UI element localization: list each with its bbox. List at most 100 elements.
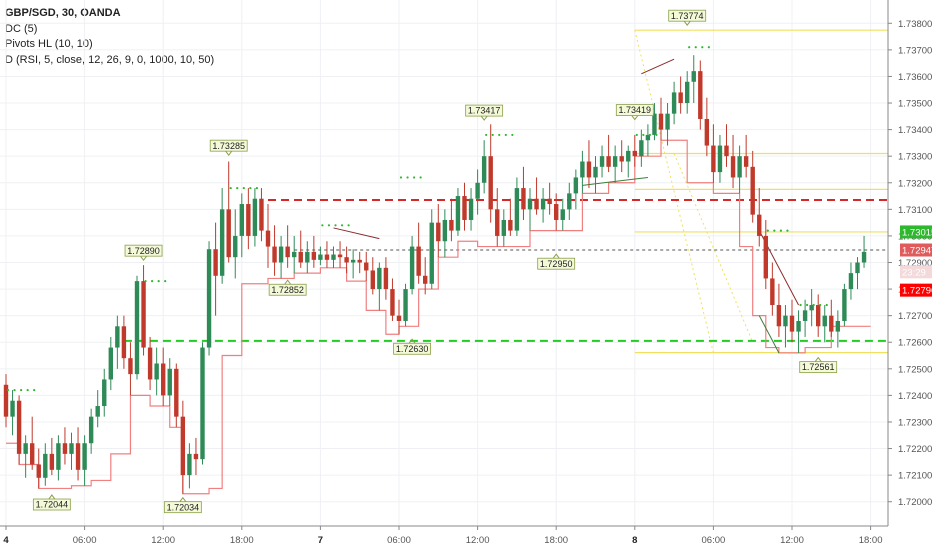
price-tag-box	[900, 283, 932, 297]
candle-down	[534, 198, 539, 210]
candle-down	[698, 71, 703, 119]
candle-up	[377, 267, 382, 290]
candle-up	[95, 406, 100, 417]
candle-down	[75, 443, 81, 470]
pivot-label-box	[465, 104, 504, 117]
time-tick-label: 06:00	[73, 535, 97, 546]
candle-down	[488, 156, 493, 210]
price-tick-label: 1.72200	[898, 444, 932, 455]
pivot-dot	[498, 133, 501, 137]
price-tag-label: 1.72947	[902, 246, 932, 257]
candle-down	[213, 249, 218, 276]
candle-down	[161, 363, 166, 396]
candle-up	[239, 204, 244, 236]
candle-down	[816, 305, 821, 327]
legend-symbol[interactable]: GBP/SGD, 30, OANDA	[5, 7, 121, 19]
candle-up	[691, 71, 696, 82]
pivot-label-box	[163, 501, 202, 514]
candle-up	[527, 198, 533, 210]
price-tag-box	[900, 265, 932, 279]
pivot-dot	[688, 46, 691, 49]
candle-down	[298, 251, 303, 263]
legend-pivots[interactable]: Pivots HL (10, 10)	[5, 38, 93, 50]
candle-down	[829, 315, 834, 332]
candle-up	[652, 113, 657, 135]
pivot-label-arrow	[48, 494, 56, 500]
candle-up	[134, 281, 140, 375]
candle-up	[292, 251, 297, 258]
candle-down	[658, 113, 664, 130]
candle-down	[174, 368, 179, 417]
pivot-dot	[157, 280, 160, 283]
candle-up	[56, 443, 61, 470]
pivot-dot	[255, 186, 258, 190]
pivot-label-box	[537, 257, 576, 270]
pivot-dot	[819, 303, 822, 307]
pivot-dot	[6, 388, 10, 392]
candle-up	[560, 209, 565, 220]
candle-down	[180, 416, 186, 476]
pivot-dot	[236, 186, 239, 190]
candle-down	[49, 453, 55, 470]
candle-up	[783, 315, 788, 327]
pivot-dot	[13, 388, 16, 392]
candle-down	[711, 145, 716, 173]
candle-down	[789, 315, 795, 332]
pivot-label-text: 1.72950	[540, 259, 573, 269]
pivot-label-text: 1.72034	[167, 502, 200, 512]
candle-down	[16, 400, 22, 454]
pivot-dot	[635, 133, 638, 137]
candle-up	[593, 166, 598, 178]
pivot-label: 1.73285	[209, 139, 248, 157]
divergence-line	[333, 227, 380, 240]
pivot-label: 1.73419	[615, 104, 654, 121]
pivot-label: 1.72852	[268, 279, 307, 296]
pivot-label-arrow	[179, 496, 187, 502]
price-tick-label: 1.72400	[898, 391, 932, 402]
pivot-label: 1.72630	[393, 338, 432, 355]
candle-up	[409, 246, 415, 290]
price-tick-label: 1.73700	[898, 45, 932, 56]
candle-down	[128, 358, 133, 375]
candle-up	[573, 177, 579, 194]
candle-down	[370, 270, 375, 290]
candle-up	[567, 193, 572, 210]
pivot-dot	[701, 46, 704, 49]
candle-down	[495, 209, 500, 236]
candle-up	[403, 289, 408, 321]
candle-up	[43, 453, 48, 478]
legend-donchian[interactable]: DC (5)	[5, 22, 38, 35]
time-tick-label: 12:00	[151, 535, 175, 546]
pivot-dot	[33, 388, 36, 392]
candle-up	[331, 254, 336, 260]
pivot-dot	[786, 229, 789, 232]
pivot-label-box	[393, 342, 432, 355]
candle-down	[436, 222, 441, 242]
candle-down	[586, 161, 592, 178]
time-tick-label: 06:00	[702, 535, 726, 546]
time-tick-label: 06:00	[387, 535, 411, 546]
legend-divergence[interactable]: D (RSI, 5, close, 12, 26, 9, 0, 1000, 10…	[5, 53, 215, 66]
pivot-label-text: 1.73417	[468, 106, 501, 116]
price-tag-label: 1.72796	[902, 286, 932, 297]
pivot-dot	[485, 133, 488, 137]
pivot-label-text: 1.73285	[212, 141, 245, 151]
price-axis: 1.72000 1.72100 1.72200 1.72300 1.72400 1.725…	[887, 0, 932, 526]
pivot-labels: 1.72890 1.73285 1.73417 1.73419 1.73774 1.720…	[32, 9, 838, 514]
candle-up	[671, 92, 677, 114]
pivot-dot	[812, 303, 815, 307]
pivot-label: 1.72561	[799, 356, 838, 374]
candle-down	[776, 305, 782, 327]
price-tick-label: 1.73300	[898, 152, 932, 163]
pivot-label-text: 1.72852	[271, 285, 304, 295]
price-tag: 23:29	[900, 265, 932, 279]
pivot-dots	[6, 46, 828, 392]
candle-down	[423, 275, 428, 284]
candle-up	[540, 198, 546, 210]
pivot-dot	[340, 224, 344, 227]
candle-up	[475, 182, 480, 199]
price-tick-label: 1.73200	[898, 178, 932, 189]
pivot-label-arrow	[814, 356, 822, 362]
price-tick-label: 1.72300	[898, 417, 932, 428]
